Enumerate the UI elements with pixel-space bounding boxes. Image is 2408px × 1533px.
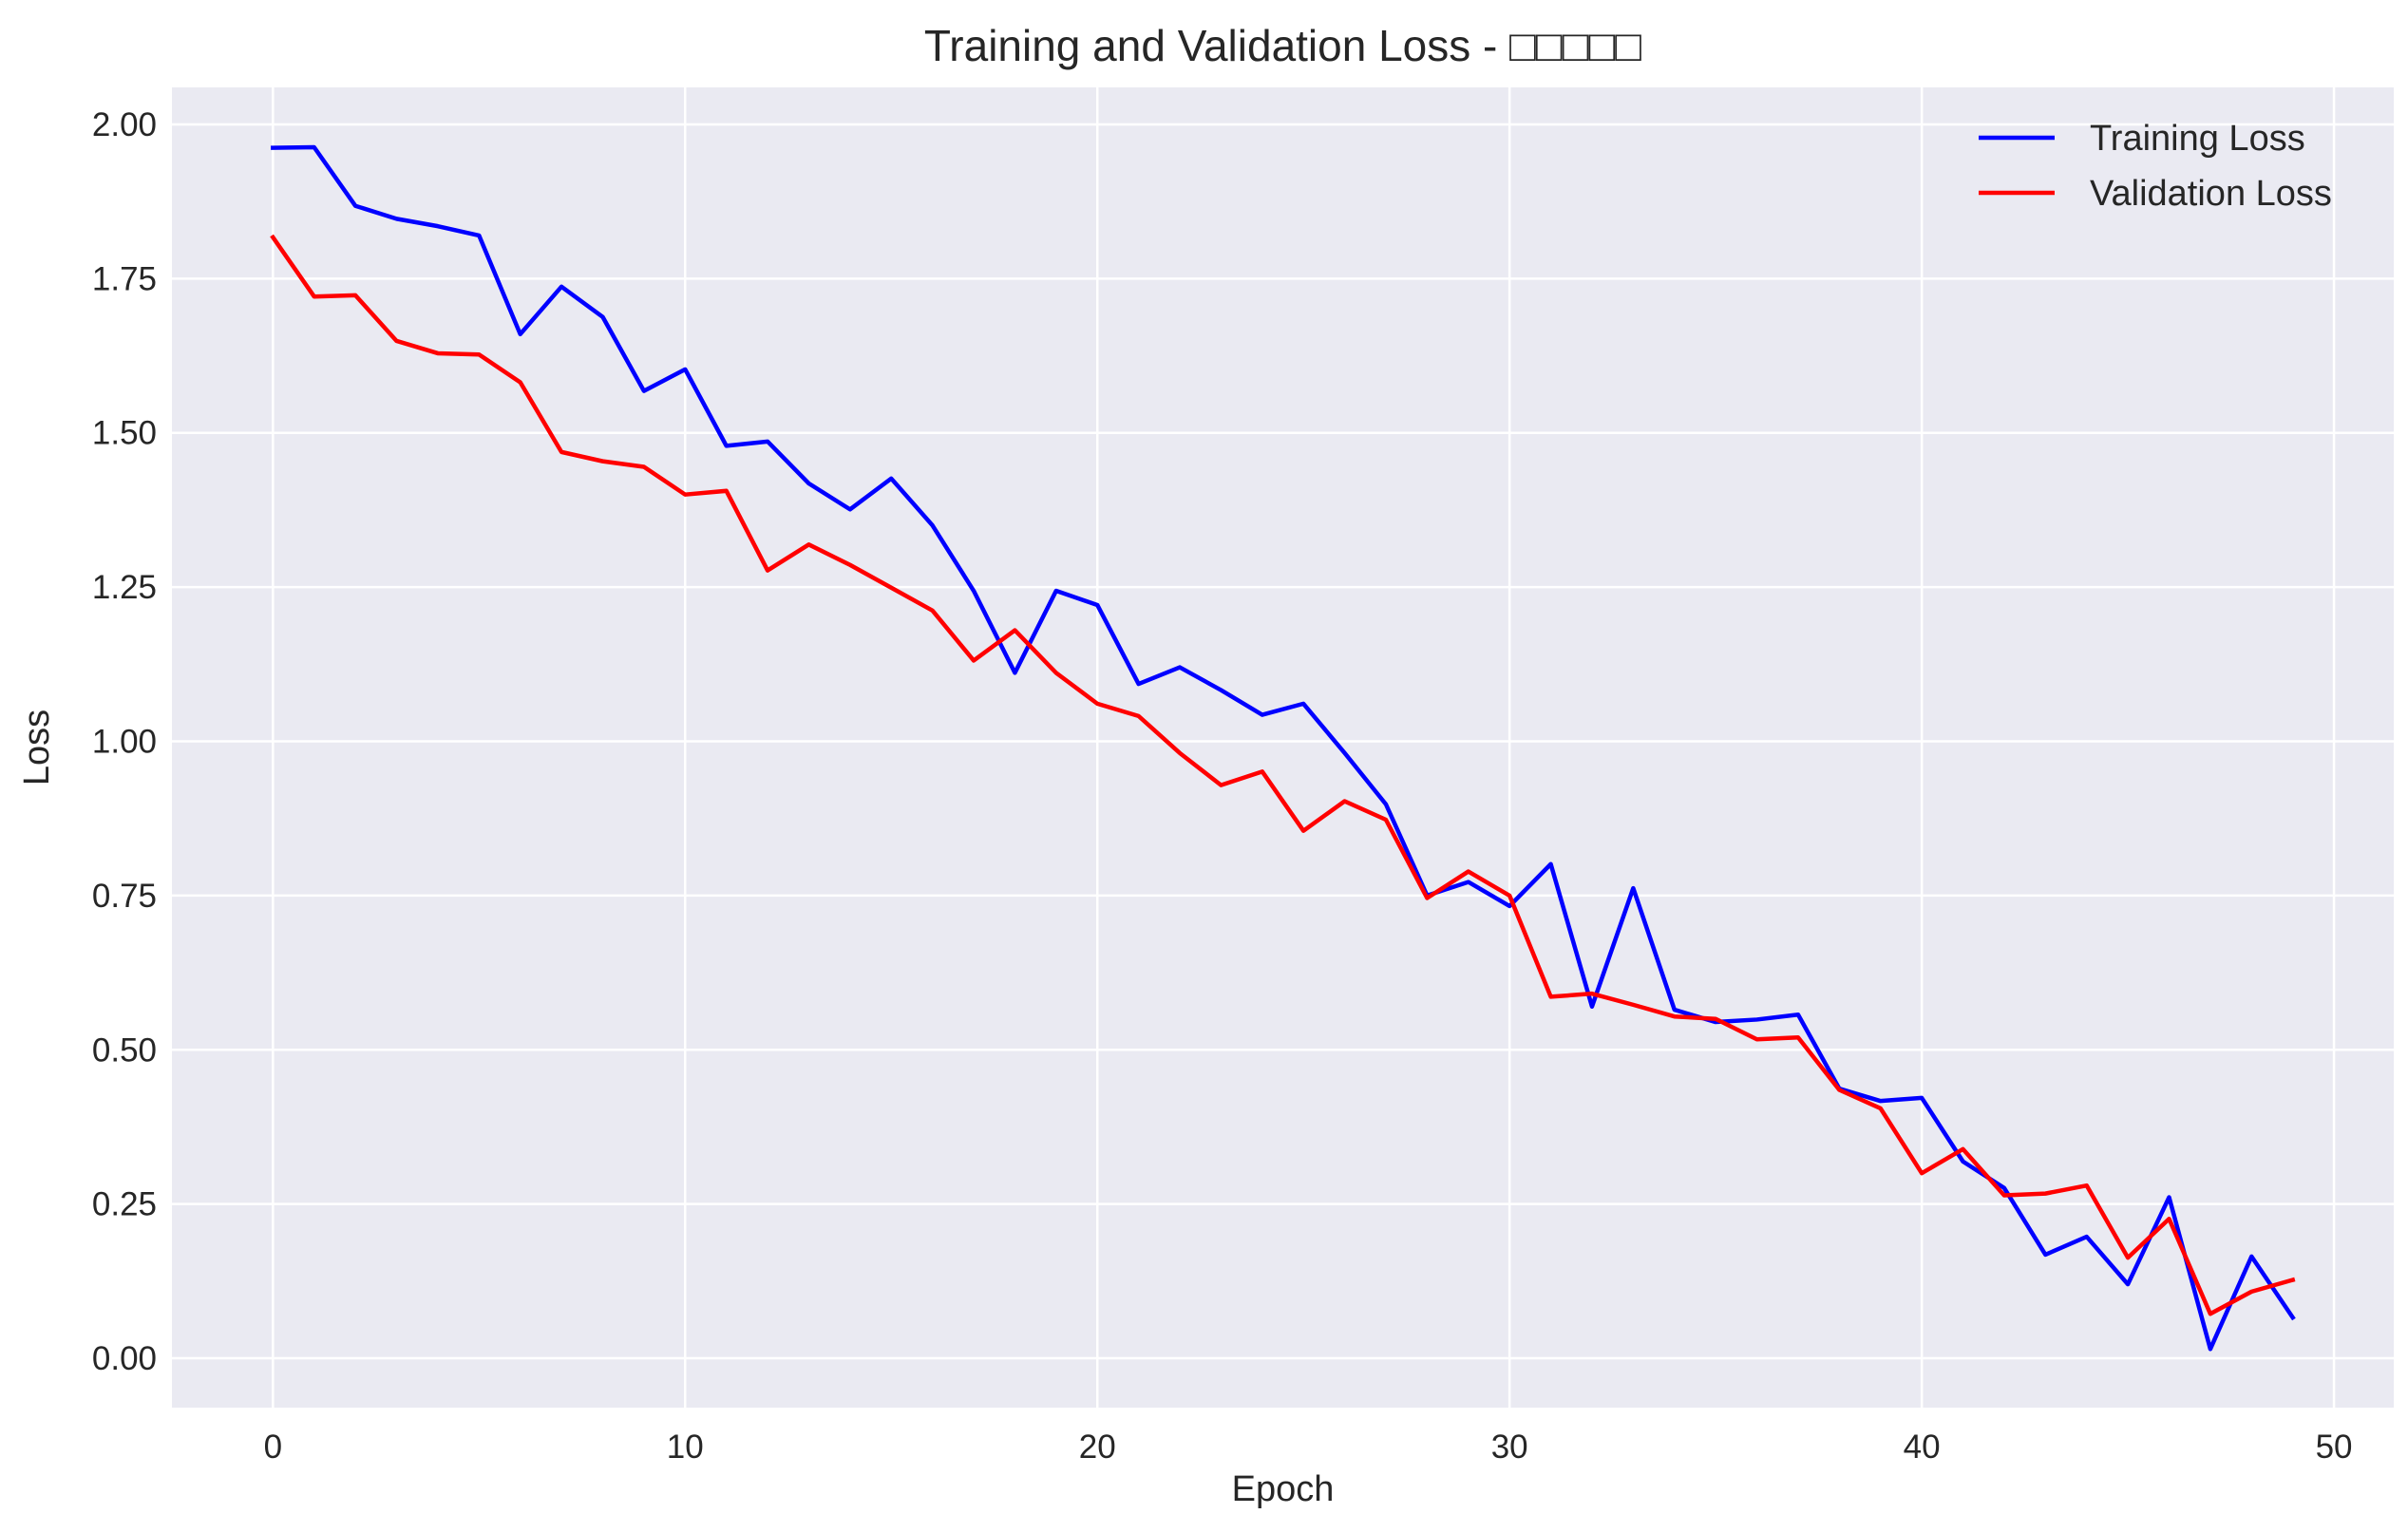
x-tick-label-0: 0 <box>264 1429 282 1466</box>
y-tick-label-3: 0.75 <box>92 878 157 915</box>
y-tick-label-0: 0.00 <box>92 1340 157 1377</box>
legend: Training Loss Validation Loss <box>1979 119 2332 214</box>
x-tick-label-4: 40 <box>1904 1429 1941 1466</box>
series-lines <box>270 144 2296 1352</box>
x-tick-label-2: 20 <box>1079 1429 1116 1466</box>
y-axis-label: Loss <box>17 710 57 785</box>
y-tick-label-4: 1.00 <box>92 724 157 761</box>
legend-label-validation: Validation Loss <box>2090 174 2332 214</box>
chart-title: Training and Validation Loss - □□□□□ <box>924 21 1641 70</box>
y-tick-label-8: 2.00 <box>92 106 157 143</box>
y-tick-label-5: 1.25 <box>92 569 157 606</box>
y-tick-label-1: 0.25 <box>92 1186 157 1223</box>
plot-area-background <box>172 87 2394 1408</box>
grid-lines <box>172 87 2394 1408</box>
y-tick-label-6: 1.50 <box>92 415 157 452</box>
y-tick-label-2: 0.50 <box>92 1031 157 1069</box>
x-tick-label-1: 10 <box>667 1429 704 1466</box>
tick-labels: 0 10 20 30 40 50 0.00 0.25 0.50 0.75 1.00 1.25 1.50 1… <box>92 106 2353 1466</box>
validation-loss-line <box>270 234 2296 1316</box>
y-tick-label-7: 1.75 <box>92 260 157 297</box>
x-axis-label: Epoch <box>1232 1469 1335 1509</box>
x-tick-label-5: 50 <box>2316 1429 2353 1466</box>
legend-label-training: Training Loss <box>2090 119 2305 159</box>
x-tick-label-3: 30 <box>1491 1429 1528 1466</box>
